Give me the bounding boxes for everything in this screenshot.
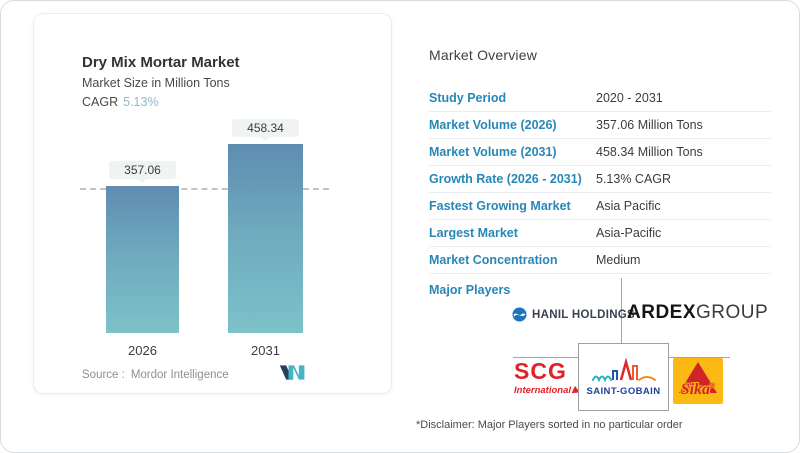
table-row: Market Volume (2026) 357.06 Million Tons: [429, 112, 771, 139]
bar-2031: [228, 144, 303, 333]
logo-saint-gobain: SAINT-GOBAIN: [578, 343, 669, 411]
disclaimer-text: *Disclaimer: Major Players sorted in no …: [416, 419, 683, 431]
mordor-intelligence-logo-icon: [279, 365, 305, 380]
row-label: Market Concentration: [429, 253, 558, 267]
logo-ardex-group: ARDEXGROUP: [627, 302, 768, 324]
reference-dashed-line: [80, 188, 329, 190]
chart-title: Dry Mix Mortar Market: [82, 54, 240, 71]
bar-group-2031: 458.34: [228, 119, 303, 333]
bar-value-label-2031: 458.34: [232, 119, 299, 141]
chart-subtitle: Market Size in Million Tons: [82, 76, 230, 90]
row-value: Asia-Pacific: [596, 226, 662, 240]
row-label: Fastest Growing Market: [429, 199, 571, 213]
logo-sika: Sika®: [673, 358, 723, 404]
table-row: Growth Rate (2026 - 2031) 5.13% CAGR: [429, 166, 771, 193]
hanil-globe-icon: [512, 307, 527, 322]
bar-value-label-2026: 357.06: [109, 161, 176, 183]
scg-international-line: International: [514, 385, 582, 396]
x-axis-label-2031: 2031: [251, 343, 280, 358]
saint-gobain-text: SAINT-GOBAIN: [586, 385, 661, 397]
connector-vertical-line: [621, 278, 622, 343]
saint-gobain-skyline-icon: [591, 357, 656, 383]
source-value: Mordor Intelligence: [130, 369, 229, 381]
bar-group-2026: 357.06: [106, 161, 179, 333]
table-row: Fastest Growing Market Asia Pacific: [429, 193, 771, 220]
overview-table: Study Period 2020 - 2031 Market Volume (…: [429, 85, 771, 274]
chart-cagr-line: CAGR 5.13%: [82, 95, 159, 109]
sika-wordmark: Sika: [680, 381, 711, 398]
hanil-holdings-text: HANIL HOLDINGS: [532, 308, 636, 321]
row-value: Medium: [596, 253, 641, 267]
row-value: 357.06 Million Tons: [596, 118, 703, 132]
market-chart-card: Dry Mix Mortar Market Market Size in Mil…: [33, 13, 392, 394]
major-players-label: Major Players: [429, 283, 511, 297]
ardex-group-text: GROUP: [696, 302, 769, 323]
table-row: Market Concentration Medium: [429, 247, 771, 274]
bar-2026: [106, 186, 179, 333]
row-label: Study Period: [429, 91, 507, 105]
table-row: Market Volume (2031) 458.34 Million Tons: [429, 139, 771, 166]
x-axis-label-2026: 2026: [128, 343, 157, 358]
table-row: Largest Market Asia-Pacific: [429, 220, 771, 247]
row-value: 2020 - 2031: [596, 91, 663, 105]
ardex-bold-text: ARDEX: [627, 302, 697, 323]
logo-scg-international: SCG International: [514, 358, 582, 396]
cagr-label: CAGR: [82, 95, 119, 109]
row-label: Largest Market: [429, 226, 518, 240]
row-value: 458.34 Million Tons: [596, 145, 703, 159]
row-label: Growth Rate (2026 - 2031): [429, 172, 582, 186]
row-value: Asia Pacific: [596, 199, 661, 213]
sika-triangle-icon: [679, 362, 717, 393]
row-label: Market Volume (2026): [429, 118, 557, 132]
source-line: Source : Mordor Intelligence: [82, 369, 229, 381]
row-value: 5.13% CAGR: [596, 172, 672, 186]
scg-international-text: International: [514, 385, 572, 396]
table-row: Study Period 2020 - 2031: [429, 85, 771, 112]
sika-registered-mark: ®: [710, 381, 716, 390]
row-label: Market Volume (2031): [429, 145, 557, 159]
overview-heading: Market Overview: [429, 47, 538, 63]
sika-text: Sika®: [673, 381, 723, 399]
scg-text: SCG: [514, 358, 567, 384]
logo-hanil-holdings: HANIL HOLDINGS: [512, 307, 635, 322]
source-label: Source :: [82, 369, 125, 381]
cagr-value: 5.13%: [123, 95, 159, 109]
